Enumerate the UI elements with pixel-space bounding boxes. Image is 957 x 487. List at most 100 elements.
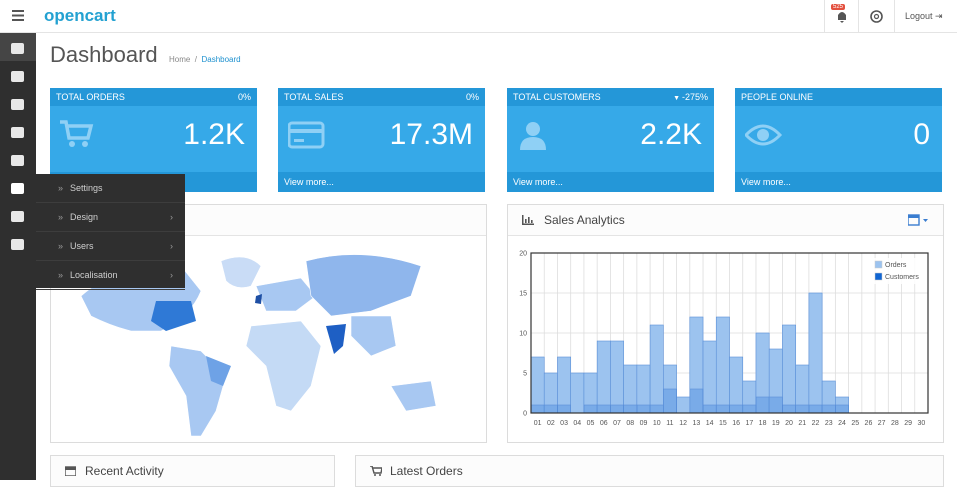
submenu-item[interactable]: » Localisation › — [36, 261, 185, 290]
breadcrumb: Home / Dashboard — [169, 55, 241, 64]
range-picker[interactable] — [908, 214, 930, 226]
bar — [782, 404, 796, 414]
x-tick-label: 23 — [825, 420, 833, 427]
x-tick-label: 19 — [772, 420, 780, 427]
x-tick-label: 01 — [534, 420, 542, 427]
bar — [835, 404, 849, 414]
y-tick-label: 5 — [523, 371, 527, 378]
y-tick-label: 10 — [519, 331, 527, 338]
bar — [557, 404, 572, 414]
breadcrumb-item[interactable]: Home — [169, 55, 191, 64]
logo[interactable]: opencart — [44, 6, 116, 25]
tile-link[interactable]: View more... — [741, 177, 791, 187]
bar — [768, 396, 783, 414]
map-region[interactable] — [255, 294, 262, 304]
nav-marketing[interactable] — [11, 155, 24, 166]
tile-header: TOTAL SALES 0% — [278, 88, 485, 106]
x-tick-label: 06 — [600, 420, 608, 427]
submenu-item[interactable]: » Users › — [36, 232, 185, 261]
nav-dashboard[interactable] — [11, 43, 24, 54]
map-region[interactable] — [206, 356, 231, 386]
bar — [715, 316, 730, 414]
submenu-label[interactable]: Users — [70, 241, 94, 251]
tile-title: TOTAL ORDERS — [56, 92, 125, 102]
x-tick-label: 03 — [560, 420, 568, 427]
page-title: Dashboard — [50, 42, 158, 67]
stat-tile: TOTAL SALES 0% 17.3M View more... — [278, 88, 485, 192]
submenu-label[interactable]: Localisation — [70, 270, 118, 280]
tile-change: 0% — [466, 88, 479, 106]
tile-link[interactable]: View more... — [513, 177, 563, 187]
bar — [729, 356, 744, 414]
submenu-label[interactable]: Design — [70, 212, 99, 222]
y-tick-label: 20 — [519, 251, 527, 258]
bar — [689, 388, 704, 414]
tile-header: PEOPLE ONLINE — [735, 88, 942, 106]
bar — [636, 404, 651, 414]
x-tick-label: 15 — [719, 420, 727, 427]
x-tick-label: 08 — [626, 420, 634, 427]
x-tick-label: 28 — [891, 420, 899, 427]
bar — [676, 396, 691, 414]
tile-icon — [60, 120, 94, 147]
bar — [808, 292, 823, 414]
bar — [755, 396, 770, 414]
logout-label[interactable]: Logout — [905, 11, 933, 21]
tile-value: 2.2K — [640, 118, 702, 151]
bar — [530, 356, 545, 414]
bar — [543, 404, 558, 414]
tile-link[interactable]: View more... — [284, 177, 334, 187]
x-tick-label: 22 — [812, 420, 820, 427]
x-tick-label: 25 — [851, 420, 859, 427]
nav-reports[interactable] — [11, 239, 24, 250]
nav-tools[interactable] — [11, 211, 24, 222]
legend-swatch — [874, 272, 883, 281]
chart-header: Sales Analytics — [508, 205, 943, 236]
y-tick-label: 15 — [519, 291, 527, 298]
breadcrumb-item[interactable]: Dashboard — [201, 55, 241, 64]
submenu-item[interactable]: » Design › — [36, 203, 185, 232]
bar — [702, 340, 717, 414]
nav-sales[interactable] — [11, 127, 24, 138]
panel-title: Latest Orders — [390, 464, 463, 478]
tile-title: TOTAL SALES — [284, 92, 344, 102]
logout[interactable]: Logout ⇥ — [905, 11, 943, 21]
tile-title: PEOPLE ONLINE — [741, 92, 814, 102]
map-region[interactable] — [326, 324, 346, 354]
tile-change-value: 0% — [237, 92, 251, 102]
stat-tile: TOTAL CUSTOMERS ▼ -275% 2.2K View more... — [507, 88, 714, 192]
x-tick-label: 26 — [865, 420, 873, 427]
x-tick-label: 21 — [798, 420, 806, 427]
tile-header: TOTAL ORDERS 0% — [50, 88, 257, 106]
icon: » — [58, 270, 64, 280]
nav-system[interactable] — [11, 183, 24, 194]
x-tick-label: 09 — [640, 420, 648, 427]
bar — [557, 356, 572, 414]
icon: › — [170, 270, 173, 280]
nav-catalog[interactable] — [11, 71, 24, 82]
nav-extensions[interactable] — [11, 99, 24, 110]
x-tick-label: 11 — [666, 420, 673, 427]
icon: » — [58, 212, 64, 222]
tile-value: 17.3M — [389, 118, 473, 151]
menu-toggle[interactable] — [12, 10, 24, 21]
tile-change: ▼ -275% — [673, 88, 708, 108]
icon: » — [58, 241, 64, 251]
submenu-label[interactable]: Settings — [70, 183, 103, 193]
x-tick-label: 12 — [679, 420, 687, 427]
map-region[interactable] — [151, 301, 196, 331]
legend-swatch — [874, 260, 883, 269]
x-tick-label: 10 — [653, 420, 661, 427]
sidebar — [0, 33, 36, 480]
bar — [623, 404, 638, 414]
tile-icon — [520, 122, 546, 150]
submenu-item[interactable]: » Settings — [36, 174, 185, 203]
tile-footer: View more... — [278, 172, 485, 192]
help[interactable] — [858, 0, 895, 32]
bar — [570, 372, 585, 414]
x-tick-label: 17 — [745, 420, 753, 427]
tile-value: 1.2K — [183, 118, 245, 151]
x-tick-label: 04 — [573, 420, 581, 427]
x-tick-label: 14 — [706, 420, 714, 427]
notifications[interactable]: 525 — [824, 0, 859, 32]
